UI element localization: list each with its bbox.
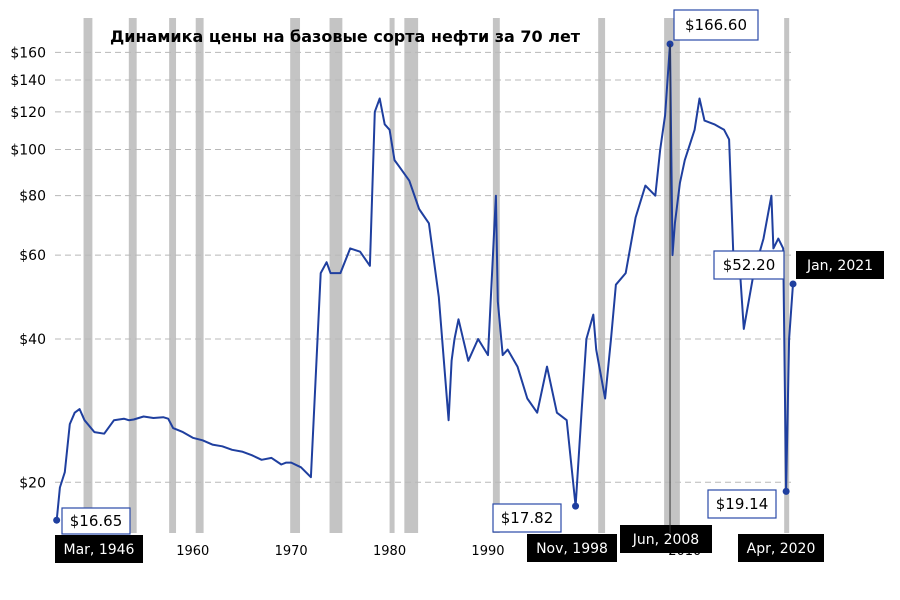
date-label-text: Jan, 2021 xyxy=(806,258,873,274)
y-tick-label: $120 xyxy=(10,105,46,121)
value-callout-box xyxy=(673,9,759,41)
recession-band-4 xyxy=(290,18,301,533)
annotation-point xyxy=(789,280,797,288)
x-tick-label: 1980 xyxy=(373,544,406,559)
annotation-apr-2020: $19.14 Apr, 2020 xyxy=(707,487,824,562)
y-axis-ticks: $20 $40 $60 $80 $100 $120 $140 $160 xyxy=(10,45,46,491)
value-callout-text: $52.20 xyxy=(723,256,776,274)
date-label-text: Apr, 2020 xyxy=(747,541,816,557)
value-callout-text: $19.14 xyxy=(716,495,769,513)
annotation-jun-2008: $166.60 Jun, 2008 xyxy=(620,9,759,553)
y-tick-label: $160 xyxy=(10,45,46,61)
date-label-box xyxy=(796,251,884,279)
annotation-jan-2021: $52.20 Jan, 2021 xyxy=(713,250,884,288)
annotation-nov-1998: $17.82 Nov, 1998 xyxy=(492,502,617,562)
y-tick-label: $60 xyxy=(19,248,46,264)
date-label-text: Jun, 2008 xyxy=(632,532,699,548)
recession-band-1 xyxy=(128,18,137,533)
value-callout-box xyxy=(492,503,562,533)
recession-band-5 xyxy=(329,18,343,533)
date-label-box xyxy=(527,534,617,562)
annotation-point xyxy=(572,502,580,510)
recession-band-9 xyxy=(598,18,606,533)
value-callout-text: $166.60 xyxy=(685,16,747,34)
y-tick-label: $20 xyxy=(19,475,46,491)
date-label-text: Nov, 1998 xyxy=(536,541,608,557)
x-tick-label: 1970 xyxy=(275,544,308,559)
date-label-box xyxy=(738,534,824,562)
y-tick-label: $140 xyxy=(10,73,46,89)
value-callout-box xyxy=(61,507,131,535)
recession-band-6 xyxy=(389,18,395,533)
annotation-point xyxy=(53,516,61,524)
date-label-text: Mar, 1946 xyxy=(64,542,135,558)
y-tick-label: $40 xyxy=(19,332,46,348)
value-callout-text: $16.65 xyxy=(70,512,123,530)
chart-title: Динамика цены на базовые сорта нефти за … xyxy=(110,27,581,46)
value-callout-box xyxy=(713,250,785,280)
y-tick-label: $80 xyxy=(19,189,46,205)
annotation-mar-1946: $16.65 Mar, 1946 xyxy=(53,507,143,563)
recession-band-0 xyxy=(83,18,93,533)
annotation-point xyxy=(782,487,790,495)
recession-band-10 xyxy=(664,18,680,533)
recession-band-2 xyxy=(169,18,177,533)
price-annotations: $16.65 Mar, 1946 $17.82 Nov, 1998 $166.60 Jun… xyxy=(53,9,884,563)
y-tick-label: $100 xyxy=(10,143,46,159)
oil-price-line xyxy=(55,43,794,521)
recession-band-7 xyxy=(404,18,419,533)
x-tick-label: 1990 xyxy=(471,544,504,559)
date-label-box xyxy=(55,535,143,563)
x-tick-label: 1960 xyxy=(176,544,209,559)
date-label-box xyxy=(620,525,712,553)
recession-band-11 xyxy=(784,18,790,533)
value-callout-text: $17.82 xyxy=(501,509,554,527)
recession-band-3 xyxy=(195,18,204,533)
value-callout-box xyxy=(707,489,777,519)
gridlines xyxy=(55,51,795,483)
